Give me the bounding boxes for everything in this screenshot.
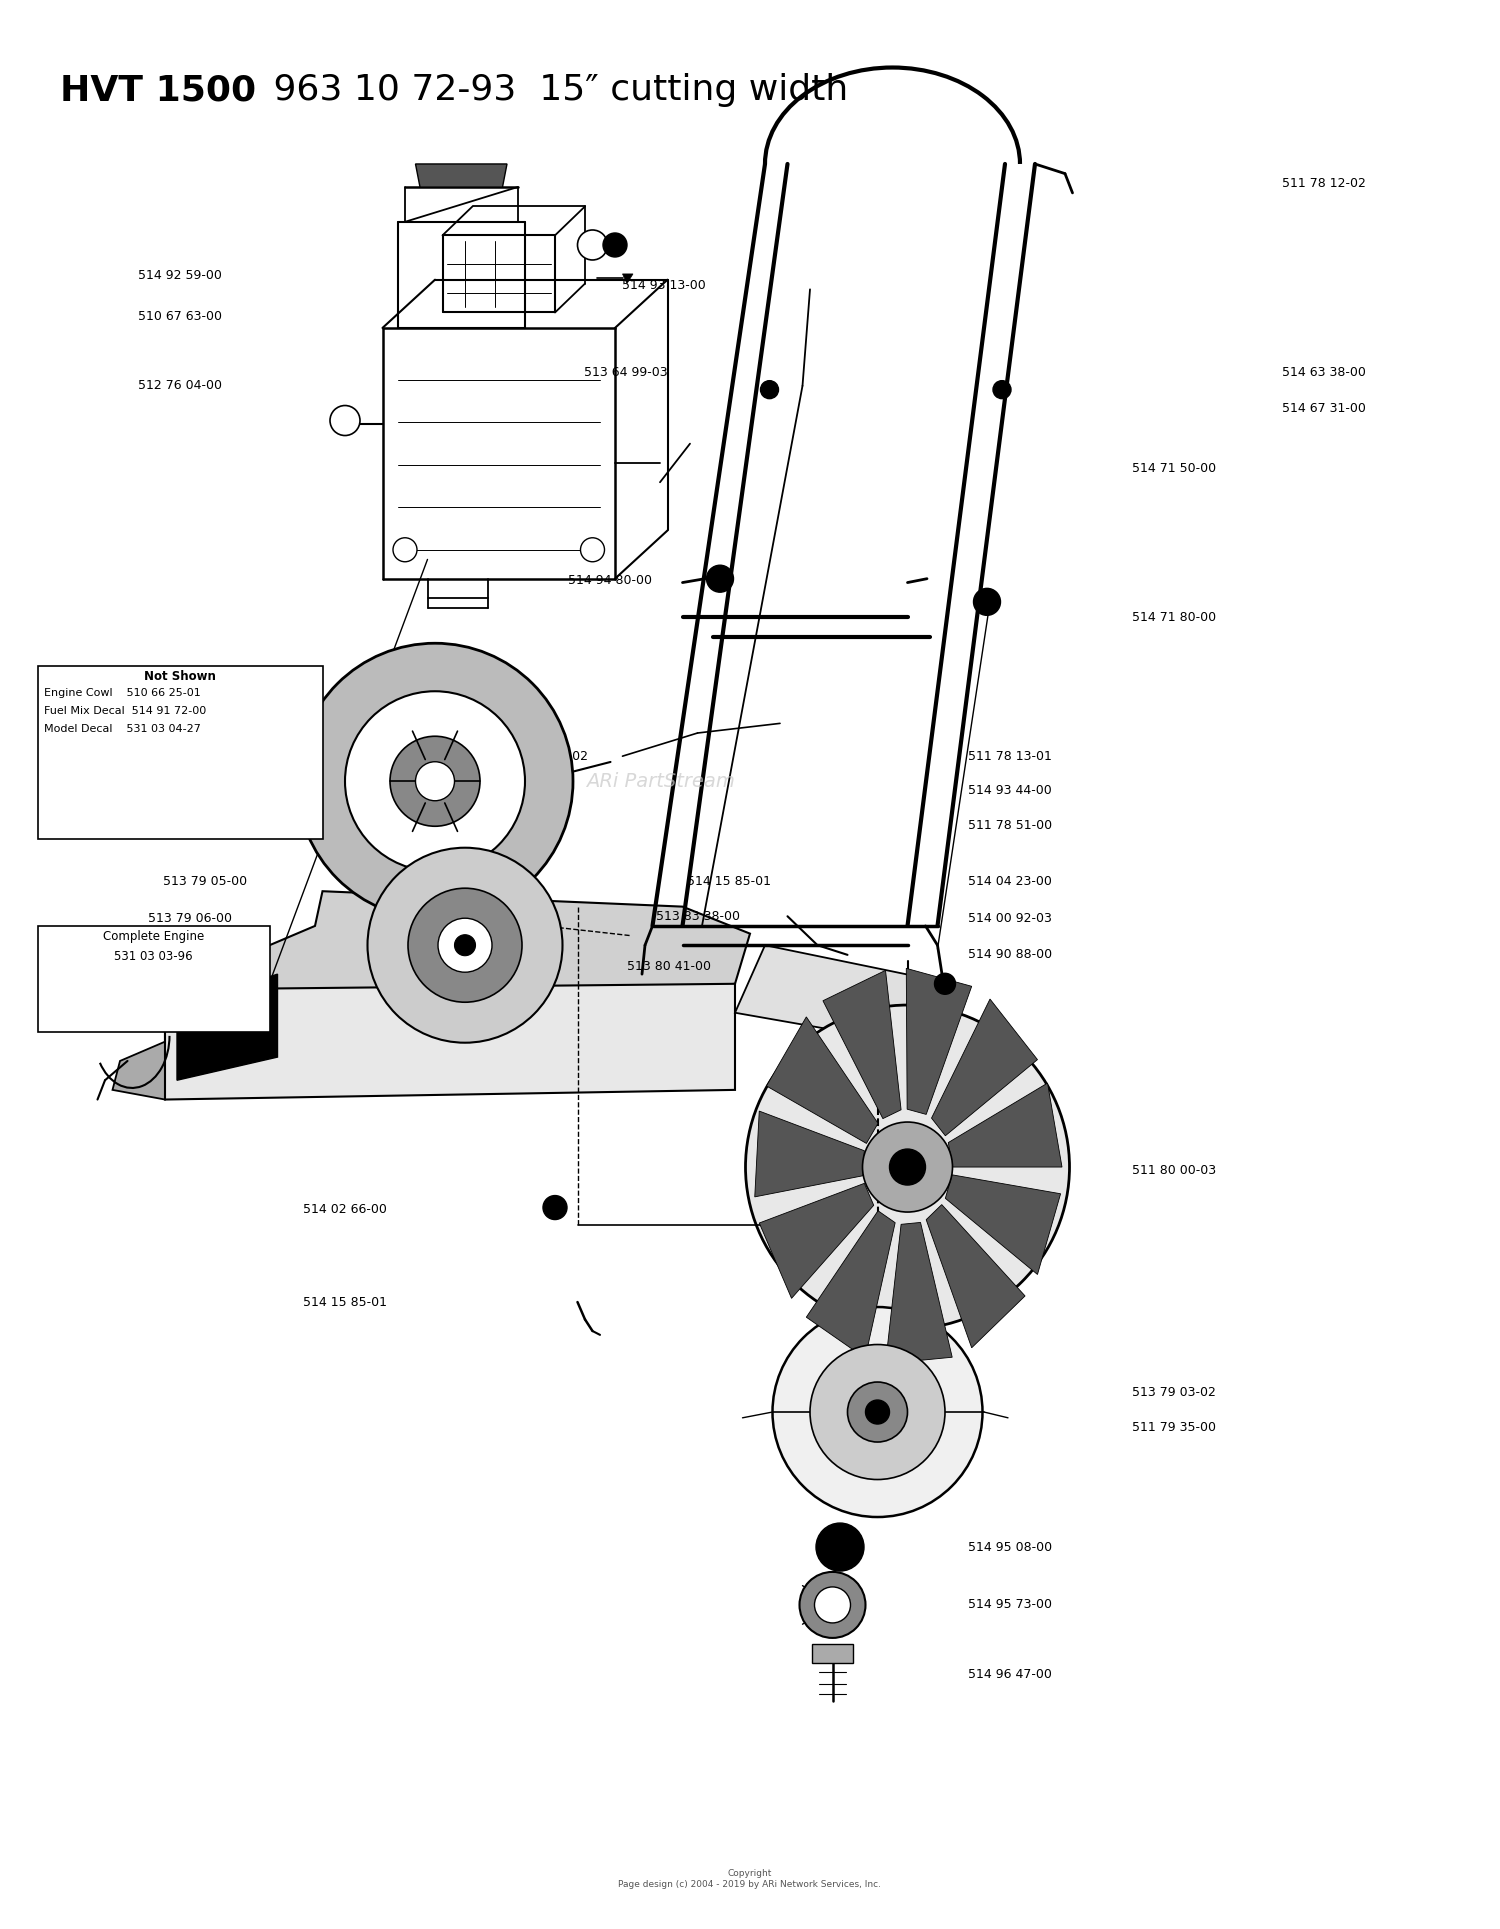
Circle shape xyxy=(578,230,608,260)
Text: HVT 1500: HVT 1500 xyxy=(60,73,256,108)
Text: 513 64 99-03: 513 64 99-03 xyxy=(584,367,668,378)
Text: 510 62 04-03: 510 62 04-03 xyxy=(88,986,172,997)
Text: 514 90 88-00: 514 90 88-00 xyxy=(968,949,1052,961)
Circle shape xyxy=(862,1123,952,1211)
Circle shape xyxy=(993,380,1011,399)
Text: 514 15 85-01: 514 15 85-01 xyxy=(303,1296,387,1308)
Text: 511 79 35-00: 511 79 35-00 xyxy=(1132,1422,1216,1433)
Polygon shape xyxy=(766,1017,877,1144)
Polygon shape xyxy=(754,1111,864,1196)
Text: 511 78 13-01: 511 78 13-01 xyxy=(968,750,1052,762)
Text: Engine Cowl    510 66 25-01: Engine Cowl 510 66 25-01 xyxy=(44,687,201,698)
Circle shape xyxy=(800,1572,865,1638)
Text: Copyright
Page design (c) 2004 - 2019 by ARi Network Services, Inc.: Copyright Page design (c) 2004 - 2019 by… xyxy=(618,1869,882,1888)
Text: Fuel Mix Decal  514 91 72-00: Fuel Mix Decal 514 91 72-00 xyxy=(44,706,206,716)
Text: 513 79 03-02: 513 79 03-02 xyxy=(1132,1387,1216,1399)
Circle shape xyxy=(934,974,956,993)
Text: 513 79 06-00: 513 79 06-00 xyxy=(148,912,232,924)
Polygon shape xyxy=(812,1644,853,1663)
Text: 514 71 50-00: 514 71 50-00 xyxy=(1132,463,1216,475)
Text: 511 80 00-03: 511 80 00-03 xyxy=(1132,1165,1216,1177)
Circle shape xyxy=(865,1400,889,1424)
Circle shape xyxy=(345,691,525,872)
Text: 514 96 47-00: 514 96 47-00 xyxy=(968,1669,1052,1680)
Polygon shape xyxy=(945,1175,1060,1275)
Polygon shape xyxy=(885,1223,952,1364)
Circle shape xyxy=(330,405,360,436)
Text: 514 95 08-00: 514 95 08-00 xyxy=(968,1541,1052,1553)
Text: 514 93 44-00: 514 93 44-00 xyxy=(968,785,1052,797)
Circle shape xyxy=(603,233,627,257)
Text: ARi PartStream: ARi PartStream xyxy=(585,772,735,791)
Circle shape xyxy=(297,642,573,920)
Circle shape xyxy=(706,565,734,592)
Polygon shape xyxy=(622,274,633,284)
Text: 510 66 60-00: 510 66 60-00 xyxy=(148,820,232,831)
Polygon shape xyxy=(932,999,1038,1136)
Polygon shape xyxy=(165,984,735,1100)
Circle shape xyxy=(760,380,778,399)
Text: 514 93 13-00: 514 93 13-00 xyxy=(622,280,706,291)
Polygon shape xyxy=(177,974,278,1080)
Text: 510 67 63-00: 510 67 63-00 xyxy=(138,311,222,322)
Polygon shape xyxy=(759,1182,873,1298)
Circle shape xyxy=(772,1308,982,1516)
Polygon shape xyxy=(906,968,972,1115)
Circle shape xyxy=(438,918,492,972)
Text: 513 80 41-00: 513 80 41-00 xyxy=(627,961,711,972)
Text: Not Shown: Not Shown xyxy=(144,669,216,683)
Polygon shape xyxy=(807,1211,895,1358)
Text: 511 78 51-00: 511 78 51-00 xyxy=(968,820,1052,831)
Text: 514 94 80-00: 514 94 80-00 xyxy=(568,575,652,586)
Text: Complete Engine: Complete Engine xyxy=(104,930,204,943)
Text: 514 95 73-00: 514 95 73-00 xyxy=(968,1599,1052,1611)
Circle shape xyxy=(810,1345,945,1480)
Circle shape xyxy=(815,1588,850,1622)
Bar xyxy=(38,666,322,839)
Bar xyxy=(38,926,270,1032)
Circle shape xyxy=(454,936,476,955)
Text: 514 67 31-00: 514 67 31-00 xyxy=(1282,403,1366,415)
Circle shape xyxy=(816,1524,864,1570)
Text: 963 10 72-93  15″ cutting width: 963 10 72-93 15″ cutting width xyxy=(262,73,849,108)
Text: 511 78 12-02: 511 78 12-02 xyxy=(1282,177,1366,189)
Polygon shape xyxy=(948,1082,1062,1167)
Polygon shape xyxy=(112,990,165,1100)
Circle shape xyxy=(580,538,604,561)
Text: 513 79 05-00: 513 79 05-00 xyxy=(164,876,248,887)
Text: 514 00 92-03: 514 00 92-03 xyxy=(968,912,1052,924)
Polygon shape xyxy=(926,1204,1024,1348)
Circle shape xyxy=(974,588,1000,615)
Circle shape xyxy=(393,538,417,561)
Text: 531 03 03-96: 531 03 03-96 xyxy=(114,949,194,963)
Text: 514 02 66-00: 514 02 66-00 xyxy=(303,1204,387,1215)
Polygon shape xyxy=(165,891,750,1042)
Text: 514 94 43-00: 514 94 43-00 xyxy=(194,725,278,737)
Polygon shape xyxy=(824,970,902,1119)
Text: 531 03 04-29: 531 03 04-29 xyxy=(88,949,172,961)
Text: Model Decal    531 03 04-27: Model Decal 531 03 04-27 xyxy=(44,723,201,733)
Circle shape xyxy=(890,1150,926,1184)
Circle shape xyxy=(408,887,522,1003)
Circle shape xyxy=(746,1005,1070,1329)
Text: 514 04 23-00: 514 04 23-00 xyxy=(968,876,1052,887)
Circle shape xyxy=(416,762,454,801)
Polygon shape xyxy=(416,164,507,187)
Text: 513 83 38-00: 513 83 38-00 xyxy=(656,910,740,922)
Circle shape xyxy=(368,847,562,1044)
Circle shape xyxy=(543,1196,567,1219)
Text: 514 92 59-00: 514 92 59-00 xyxy=(138,270,222,282)
Text: 514 85 06-02: 514 85 06-02 xyxy=(504,750,588,762)
Text: 514 71 80-00: 514 71 80-00 xyxy=(1132,611,1216,623)
Polygon shape xyxy=(735,945,952,1042)
Text: 514 15 85-01: 514 15 85-01 xyxy=(687,876,771,887)
Text: 514 63 38-00: 514 63 38-00 xyxy=(1282,367,1366,378)
Circle shape xyxy=(847,1381,908,1443)
Circle shape xyxy=(390,737,480,826)
Text: 512 76 04-00: 512 76 04-00 xyxy=(138,380,222,392)
